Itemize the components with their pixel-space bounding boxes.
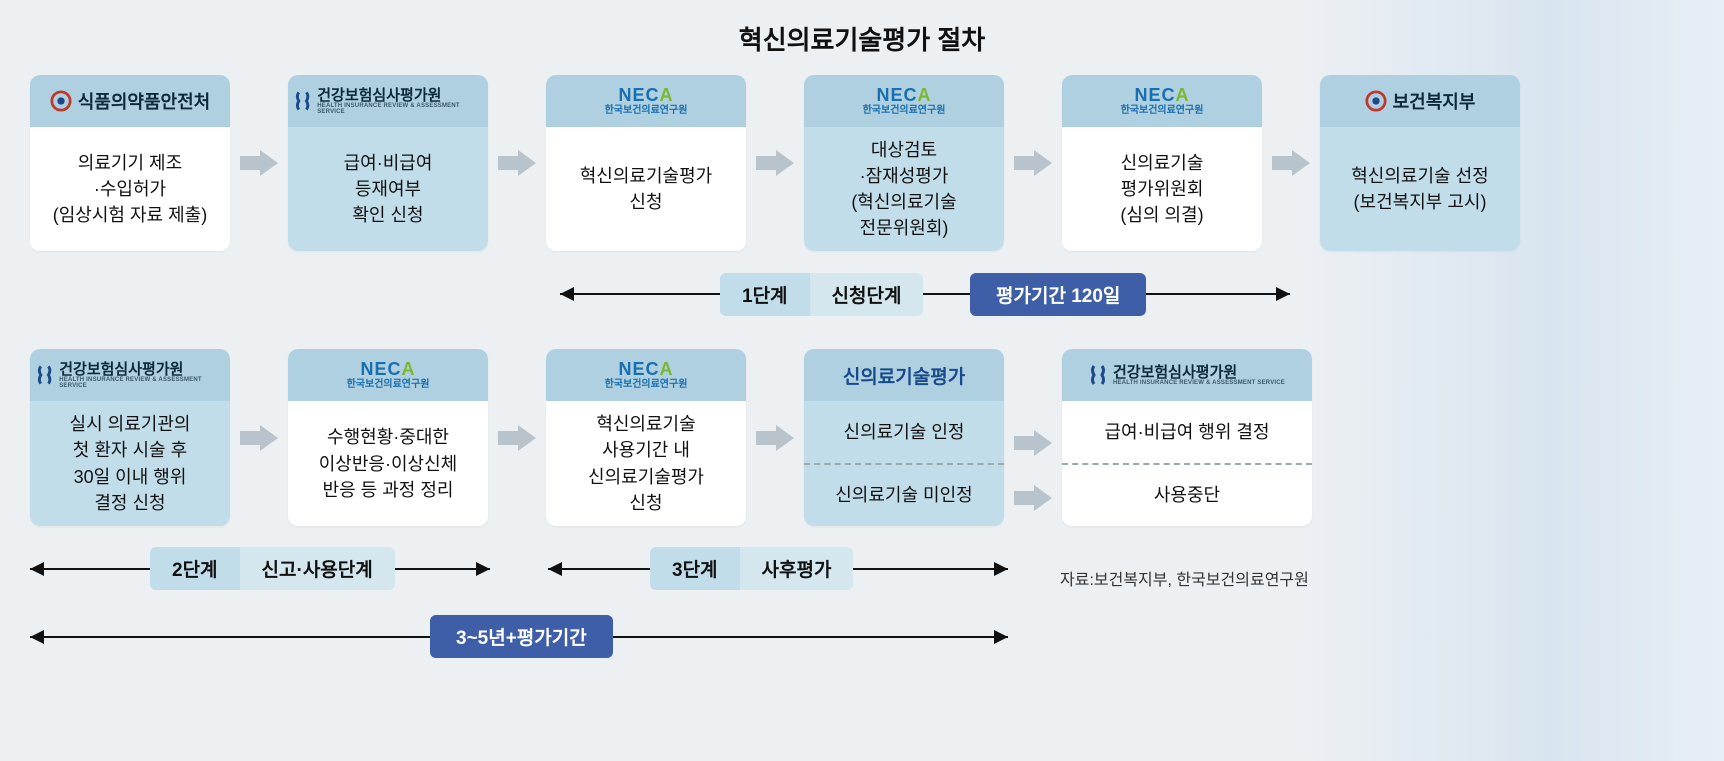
r2-card-4-bot: 신의료기술 미인정: [804, 463, 1004, 526]
stage23-bar: 2단계 신고·사용단계 3단계 사후평가: [0, 544, 1724, 594]
r1-card-5-body: 신의료기술 평가위원회 (심의 의결): [1062, 127, 1262, 251]
r1-card-2-body: 급여·비급여 등재여부 확인 신청: [288, 127, 488, 251]
hira-logo: 건강보험심사평가원HEALTH INSURANCE REVIEW & ASSES…: [294, 88, 482, 115]
stage3-right: 사후평가: [740, 547, 854, 590]
r1-card-4-head: NECA한국보건의료연구원: [804, 75, 1004, 127]
r2-card-3-body: 혁신의료기술 사용기간 내 신의료기술평가 신청: [546, 401, 746, 525]
arrow-icon: [230, 75, 288, 251]
stage2-label: 2단계 신고·사용단계: [150, 547, 395, 590]
r1-card-2: 건강보험심사평가원HEALTH INSURANCE REVIEW & ASSES…: [288, 75, 488, 251]
arrow-icon: [488, 75, 546, 251]
stage1-right: 신청단계: [810, 273, 924, 316]
arrow-icon: [1014, 485, 1052, 511]
r2-card-2: NECA한국보건의료연구원 수행현황·중대한 이상반응·이상신체 반응 등 과정…: [288, 349, 488, 525]
flow-row-2: 건강보험심사평가원HEALTH INSURANCE REVIEW & ASSES…: [30, 349, 1724, 525]
hira-logo: 건강보험심사평가원HEALTH INSURANCE REVIEW & ASSES…: [1089, 364, 1285, 386]
neca-big1: NEC: [618, 85, 659, 105]
r1-card-4: NECA한국보건의료연구원 대상검토 ·잠재성평가 (혁신의료기술 전문위원회): [804, 75, 1004, 251]
arrow-icon: [1004, 75, 1062, 251]
r2-card-4-head: 신의료기술평가: [804, 349, 1004, 401]
neca-big2: A: [660, 85, 674, 105]
r2-card-1: 건강보험심사평가원HEALTH INSURANCE REVIEW & ASSES…: [30, 349, 230, 525]
hira-icon: [294, 90, 311, 112]
neca-sub: 한국보건의료연구원: [605, 106, 688, 116]
mohw-name: 보건복지부: [1393, 88, 1476, 114]
r1-card-6-body: 혁신의료기술 선정 (보건복지부 고시): [1320, 127, 1520, 251]
arrow-icon: [1262, 75, 1320, 251]
stage1-pill: 평가기간 120일: [970, 273, 1146, 316]
r1-card-1: 식품의약품안전처 의료기기 제조 ·수입허가 (임상시험 자료 제출): [30, 75, 230, 251]
neca-logo: NECA한국보건의료연구원: [605, 360, 688, 390]
final-pill: 3~5년+평가기간: [430, 615, 613, 658]
r2-card-5-head: 건강보험심사평가원HEALTH INSURANCE REVIEW & ASSES…: [1062, 349, 1312, 401]
arrow-icon: [746, 75, 804, 251]
hira-sub: HEALTH INSURANCE REVIEW & ASSESSMENT SER…: [317, 103, 482, 115]
r1-card-6: 보건복지부 혁신의료기술 선정 (보건복지부 고시): [1320, 75, 1520, 251]
flow-row-1: 식품의약품안전처 의료기기 제조 ·수입허가 (임상시험 자료 제출) 건강보험…: [30, 75, 1724, 251]
r1-card-3: NECA한국보건의료연구원 혁신의료기술평가 신청: [546, 75, 746, 251]
hira-icon: [36, 364, 53, 386]
mfds-logo: 식품의약품안전처: [50, 88, 210, 114]
hira-logo: 건강보험심사평가원HEALTH INSURANCE REVIEW & ASSES…: [36, 362, 224, 389]
r2-card-3-head: NECA한국보건의료연구원: [546, 349, 746, 401]
arrow-icon: [230, 349, 288, 525]
arrow-icon: [488, 349, 546, 525]
r1-card-5: NECA한국보건의료연구원 신의료기술 평가위원회 (심의 의결): [1062, 75, 1262, 251]
r2-card-5-body: 급여·비급여 행위 결정 사용중단: [1062, 401, 1312, 525]
neca-logo: NECA한국보건의료연구원: [1121, 86, 1204, 116]
final-bar: 3~5년+평가기간: [0, 612, 1724, 662]
r2-card-5: 건강보험심사평가원HEALTH INSURANCE REVIEW & ASSES…: [1062, 349, 1312, 525]
r2-card-2-head: NECA한국보건의료연구원: [288, 349, 488, 401]
neca-logo: NECA한국보건의료연구원: [605, 86, 688, 116]
r1-card-6-head: 보건복지부: [1320, 75, 1520, 127]
mfds-icon: [50, 90, 72, 112]
arrow-pair: [1004, 349, 1062, 525]
hira-icon: [1089, 364, 1107, 386]
r1-card-2-head: 건강보험심사평가원HEALTH INSURANCE REVIEW & ASSES…: [288, 75, 488, 127]
r1-card-3-body: 혁신의료기술평가 신청: [546, 127, 746, 251]
stage2-left: 2단계: [150, 547, 240, 590]
stage3-left: 3단계: [650, 547, 740, 590]
stage3-label: 3단계 사후평가: [650, 547, 853, 590]
r1-card-1-body: 의료기기 제조 ·수입허가 (임상시험 자료 제출): [30, 127, 230, 251]
r1-card-3-head: NECA한국보건의료연구원: [546, 75, 746, 127]
neca-logo: NECA한국보건의료연구원: [863, 86, 946, 116]
stage2-right: 신고·사용단계: [240, 547, 395, 590]
stage1-left: 1단계: [720, 273, 810, 316]
r2-card-2-body: 수행현황·중대한 이상반응·이상신체 반응 등 과정 정리: [288, 401, 488, 525]
mohw-icon: [1365, 90, 1387, 112]
r2-card-3: NECA한국보건의료연구원 혁신의료기술 사용기간 내 신의료기술평가 신청: [546, 349, 746, 525]
mfds-name: 식품의약품안전처: [78, 88, 210, 114]
r2-card-4: 신의료기술평가 신의료기술 인정 신의료기술 미인정: [804, 349, 1004, 525]
r2-card-4-top: 신의료기술 인정: [804, 401, 1004, 462]
arrow-icon: [746, 349, 804, 525]
r1-card-1-head: 식품의약품안전처: [30, 75, 230, 127]
neca-logo: NECA한국보건의료연구원: [347, 360, 430, 390]
page-title: 혁신의료기술평가 절차: [0, 0, 1724, 75]
hira-name: 건강보험심사평가원: [317, 88, 482, 103]
r2-card-5-bot: 사용중단: [1062, 463, 1312, 526]
stage1-bar: 1단계 신청단계 평가기간 120일: [0, 269, 1724, 319]
r2-card-4-body: 신의료기술 인정 신의료기술 미인정: [804, 401, 1004, 525]
r2-card-1-head: 건강보험심사평가원HEALTH INSURANCE REVIEW & ASSES…: [30, 349, 230, 401]
r1-card-4-body: 대상검토 ·잠재성평가 (혁신의료기술 전문위원회): [804, 127, 1004, 251]
r1-card-5-head: NECA한국보건의료연구원: [1062, 75, 1262, 127]
r2-card-1-body: 실시 의료기관의 첫 환자 시술 후 30일 이내 행위 결정 신청: [30, 401, 230, 525]
arrow-icon: [1014, 430, 1052, 456]
r2-card-5-top: 급여·비급여 행위 결정: [1062, 401, 1312, 462]
stage1-label: 1단계 신청단계: [720, 273, 923, 316]
mohw-logo: 보건복지부: [1365, 88, 1476, 114]
